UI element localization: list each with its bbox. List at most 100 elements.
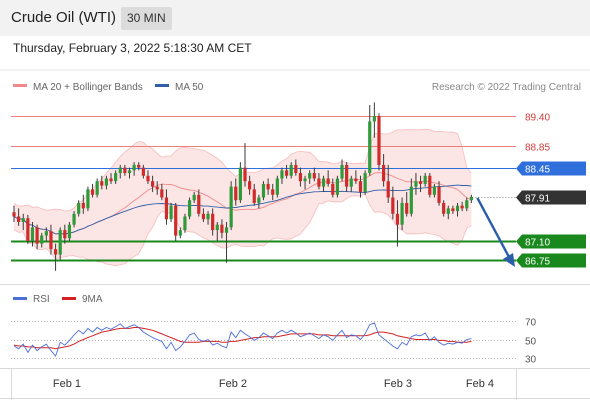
- candle-body: [104, 178, 108, 186]
- candle: [395, 200, 400, 247]
- candle-body: [35, 227, 39, 244]
- x-tick-label: Feb 2: [219, 378, 247, 390]
- candle-body: [368, 121, 372, 174]
- candle-body: [58, 230, 62, 255]
- candle: [132, 162, 136, 176]
- candle-body: [132, 164, 136, 171]
- candle-body: [26, 218, 30, 241]
- candle: [155, 181, 159, 195]
- candle-body: [192, 194, 196, 201]
- candle: [331, 178, 335, 198]
- candle: [455, 202, 460, 217]
- candle-body: [238, 167, 242, 201]
- rsi-legend-swatch: [13, 297, 27, 300]
- candle: [224, 221, 229, 263]
- candle-body: [386, 181, 390, 198]
- candle-body: [118, 167, 122, 174]
- candle: [229, 181, 233, 231]
- ma9-legend-swatch: [62, 297, 76, 300]
- candle: [266, 178, 270, 195]
- candle-body: [183, 216, 187, 231]
- candle-body: [229, 186, 233, 228]
- candle: [104, 175, 108, 190]
- candle-body: [377, 116, 381, 165]
- rsi-line: [13, 322, 472, 358]
- candle-body: [469, 196, 473, 201]
- candle-body: [21, 218, 25, 222]
- candle: [437, 181, 441, 206]
- candle: [21, 213, 25, 231]
- candle-body: [49, 231, 53, 250]
- candle-body: [266, 183, 270, 190]
- candle-body: [289, 164, 293, 176]
- candle: [234, 178, 238, 206]
- ma9-legend-label: 9MA: [82, 294, 103, 305]
- chart-frame: [0, 69, 590, 400]
- candle: [30, 221, 35, 247]
- candle: [238, 162, 242, 203]
- copyright-label: Research © 2022 Trading Central: [432, 82, 581, 93]
- candle: [432, 183, 437, 198]
- candle-body: [257, 197, 261, 203]
- price-tags: 89.40 88.85 88.45 87.91 87.10 86.75: [516, 113, 586, 268]
- candle-body: [280, 170, 284, 179]
- ma50-line: [13, 184, 472, 235]
- candle: [141, 164, 145, 179]
- candle: [40, 232, 44, 248]
- candle: [349, 175, 353, 193]
- bollinger-upper-line: [13, 128, 472, 212]
- candle: [363, 170, 367, 195]
- interval-badge[interactable]: 30 MIN: [121, 7, 172, 30]
- candle: [358, 175, 363, 198]
- candle: [81, 194, 85, 214]
- candle: [174, 202, 178, 241]
- candle: [90, 183, 95, 198]
- candle-body: [423, 175, 427, 184]
- candle: [53, 243, 58, 271]
- candle-body: [123, 167, 127, 174]
- price-tag-88.45: [516, 161, 586, 176]
- candle-body: [331, 183, 335, 195]
- candle: [451, 205, 455, 214]
- candle-body: [317, 178, 321, 187]
- candle-body: [321, 178, 326, 187]
- candle: [197, 189, 201, 217]
- candle-body: [405, 202, 409, 214]
- candle-body: [114, 173, 118, 182]
- candle-body: [284, 170, 289, 176]
- candle: [72, 211, 76, 228]
- candle: [17, 208, 21, 226]
- candle: [321, 175, 326, 193]
- candle-body: [372, 116, 376, 122]
- candle: [49, 224, 53, 255]
- candle-body: [252, 189, 256, 203]
- candle-body: [67, 224, 72, 239]
- candle-body: [395, 213, 400, 225]
- ma50-line-group: [13, 184, 472, 235]
- candle-body: [349, 178, 353, 187]
- x-tick-label: Feb 1: [53, 378, 81, 390]
- candle-body: [312, 173, 316, 179]
- candle: [275, 175, 279, 198]
- candle: [446, 205, 450, 220]
- candle-body: [234, 186, 238, 201]
- candle: [160, 183, 164, 201]
- candle-body: [146, 175, 150, 182]
- price-tag-label-86.75: 86.75: [525, 257, 550, 268]
- candle-body: [155, 186, 159, 190]
- candle: [169, 202, 173, 222]
- candle-body: [451, 208, 455, 212]
- candle: [187, 197, 192, 220]
- candle-body: [53, 249, 58, 255]
- x-axis: Feb 1 Feb 2 Feb 3 Feb 4: [53, 378, 494, 390]
- candle-body: [224, 227, 229, 233]
- candle-body: [164, 197, 169, 220]
- candle: [465, 197, 469, 212]
- chart-header: Crude Oil (WTI) 30 MIN: [0, 0, 590, 36]
- resistance-label-88.85: 88.85: [525, 143, 550, 154]
- timestamp: Thursday, February 3, 2022 5:18:30 AM CE…: [13, 41, 252, 55]
- candle-body: [160, 189, 164, 198]
- candle-body: [206, 213, 210, 220]
- candle: [123, 164, 127, 176]
